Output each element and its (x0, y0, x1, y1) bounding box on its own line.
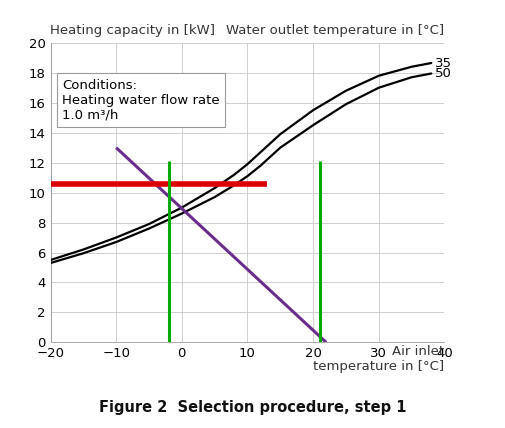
Text: 35: 35 (434, 56, 451, 69)
Text: Figure 2  Selection procedure, step 1: Figure 2 Selection procedure, step 1 (99, 400, 406, 415)
Text: Water outlet temperature in [°C]: Water outlet temperature in [°C] (226, 24, 444, 37)
Text: 50: 50 (434, 67, 451, 80)
Text: Conditions:
Heating water flow rate
1.0 m³/h: Conditions: Heating water flow rate 1.0 … (62, 79, 220, 122)
Text: Air inlet
temperature in [°C]: Air inlet temperature in [°C] (313, 345, 444, 373)
Text: Heating capacity in [kW]: Heating capacity in [kW] (50, 24, 216, 37)
